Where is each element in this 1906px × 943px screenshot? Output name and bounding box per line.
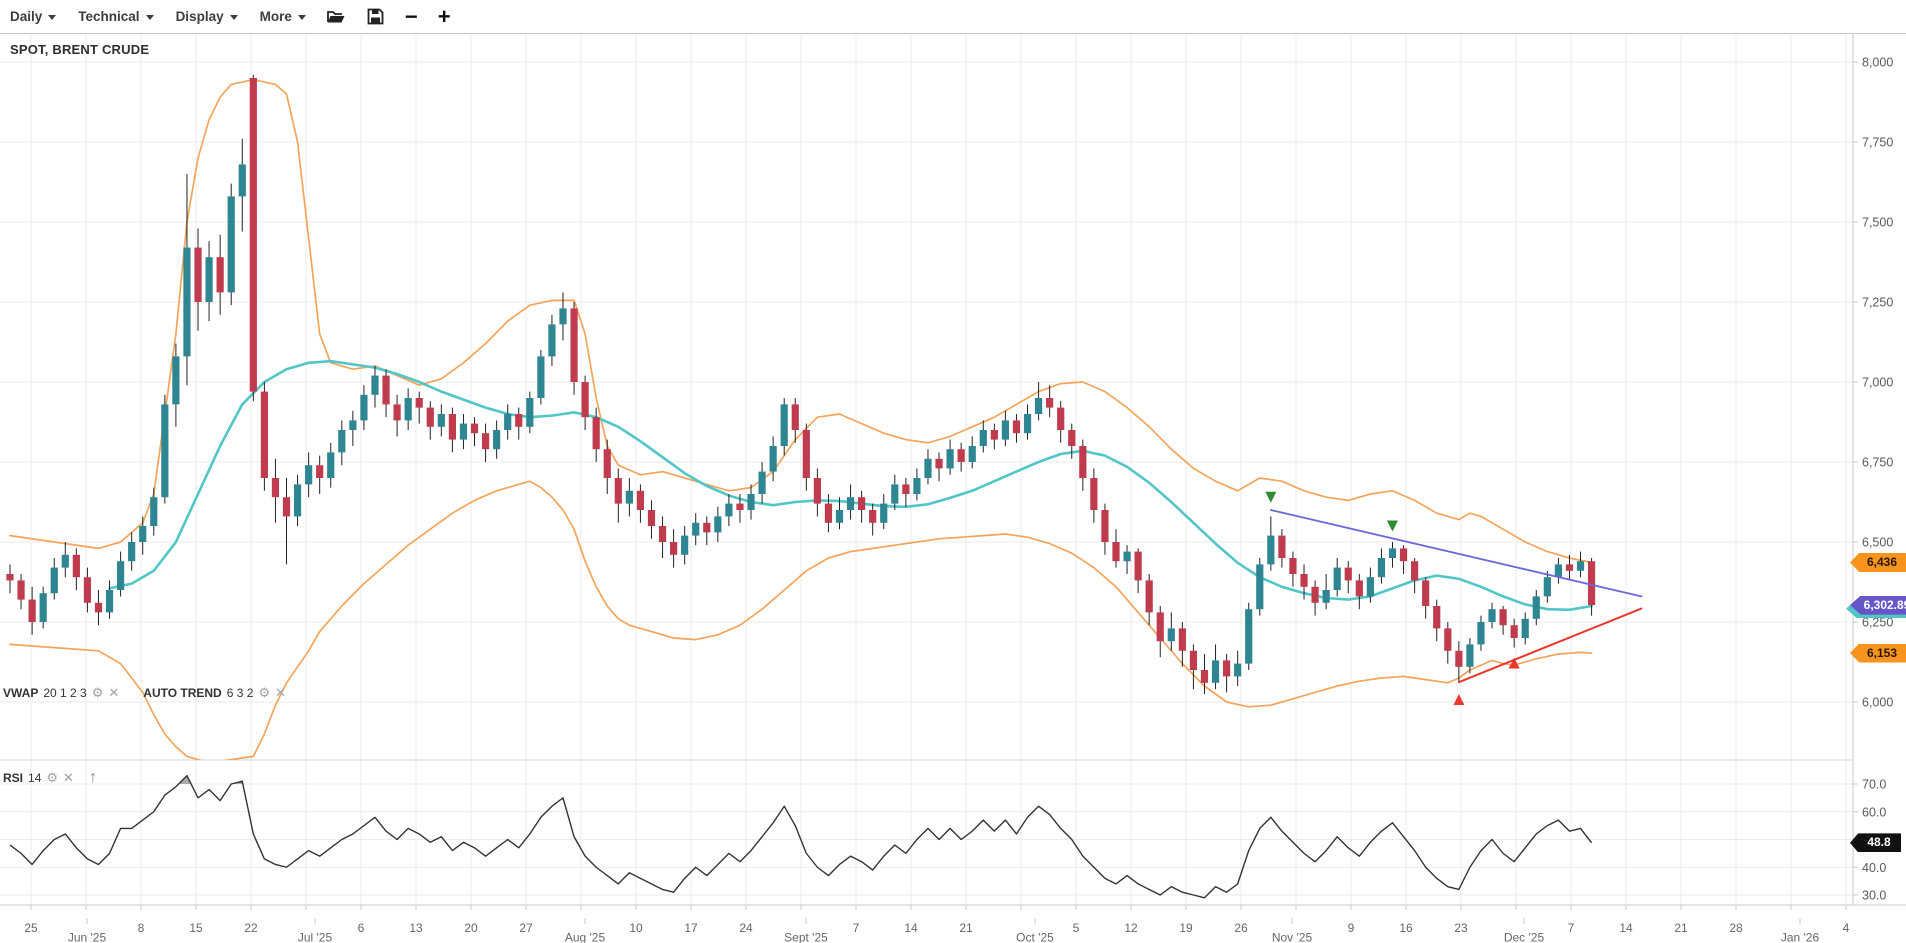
- svg-text:30.0: 30.0: [1862, 889, 1886, 903]
- svg-text:13: 13: [409, 921, 423, 935]
- more-menu[interactable]: More: [260, 9, 306, 24]
- symbol-title: SPOT, BRENT CRUDE: [10, 42, 150, 57]
- svg-text:21: 21: [959, 921, 973, 935]
- svg-text:6,750: 6,750: [1862, 456, 1893, 470]
- rsi-settings-gear-icon[interactable]: ⚙: [46, 770, 59, 785]
- chevron-down-icon: [297, 15, 306, 20]
- open-folder-icon[interactable]: [326, 8, 346, 26]
- display-menu-label: Display: [175, 9, 224, 24]
- svg-text:7: 7: [1568, 921, 1575, 935]
- technical-menu-label: Technical: [78, 9, 140, 24]
- svg-text:7,500: 7,500: [1862, 216, 1893, 230]
- svg-text:Jan '26: Jan '26: [1781, 931, 1820, 943]
- svg-text:27: 27: [519, 921, 533, 935]
- svg-text:21: 21: [1674, 921, 1688, 935]
- chevron-down-icon: [48, 15, 57, 20]
- svg-text:6,000: 6,000: [1862, 696, 1893, 710]
- svg-text:4: 4: [1843, 921, 1850, 935]
- svg-text:10: 10: [629, 921, 643, 935]
- svg-text:26: 26: [1234, 921, 1248, 935]
- autotrend-indicator-params: 6 3 2: [226, 686, 254, 700]
- upper-band-price-badge: 6,436: [1850, 552, 1906, 572]
- svg-text:60.0: 60.0: [1862, 805, 1886, 819]
- rsi-remove-icon[interactable]: ✕: [63, 770, 74, 785]
- rsi-value-badge: 48.8: [1850, 833, 1901, 853]
- chevron-down-icon: [229, 15, 238, 20]
- svg-text:20: 20: [464, 921, 478, 935]
- svg-text:28: 28: [1729, 921, 1743, 935]
- svg-text:14: 14: [1619, 921, 1633, 935]
- svg-text:16: 16: [1399, 921, 1413, 935]
- svg-text:8: 8: [138, 921, 145, 935]
- svg-text:Jul '25: Jul '25: [298, 931, 333, 943]
- save-icon[interactable]: [366, 7, 385, 26]
- svg-text:Sept '25: Sept '25: [784, 931, 828, 943]
- svg-text:70.0: 70.0: [1862, 778, 1886, 792]
- rsi-indicator-params: 14: [28, 771, 42, 785]
- zoom-out-icon[interactable]: −: [404, 3, 418, 29]
- svg-text:7,000: 7,000: [1862, 376, 1893, 390]
- svg-text:Aug '25: Aug '25: [565, 931, 606, 943]
- rsi-indicator-label: RSI: [3, 771, 24, 785]
- last-price-badge: 6,302.89: [1850, 595, 1906, 615]
- svg-text:14: 14: [904, 921, 918, 935]
- svg-text:9: 9: [1348, 921, 1355, 935]
- svg-text:8,000: 8,000: [1862, 56, 1893, 70]
- svg-text:Oct '25: Oct '25: [1016, 931, 1054, 943]
- vwap-indicator-label: VWAP: [3, 686, 39, 700]
- svg-text:7,250: 7,250: [1862, 296, 1893, 310]
- lower-band-price-badge: 6,153: [1850, 643, 1906, 663]
- autotrend-settings-gear-icon[interactable]: ⚙: [258, 685, 271, 700]
- autotrend-indicator-label: AUTO TREND: [143, 686, 222, 700]
- zoom-in-icon[interactable]: +: [437, 3, 451, 29]
- technical-menu[interactable]: Technical: [78, 9, 154, 24]
- svg-text:23: 23: [1454, 921, 1468, 935]
- vwap-indicator-row: VWAP 20 1 2 3 ⚙ ✕ AUTO TREND 6 3 2 ⚙ ✕: [3, 685, 286, 701]
- svg-text:22: 22: [244, 921, 258, 935]
- display-menu[interactable]: Display: [176, 9, 238, 24]
- svg-text:19: 19: [1179, 921, 1193, 935]
- svg-text:24: 24: [739, 921, 753, 935]
- svg-text:25: 25: [24, 921, 38, 935]
- svg-text:5: 5: [1073, 921, 1080, 935]
- more-menu-label: More: [259, 9, 292, 24]
- svg-text:7: 7: [853, 921, 860, 935]
- autotrend-remove-icon[interactable]: ✕: [275, 685, 286, 700]
- svg-text:40.0: 40.0: [1862, 861, 1886, 875]
- vwap-indicator-params: 20 1 2 3: [43, 686, 87, 700]
- svg-text:6,500: 6,500: [1862, 536, 1893, 550]
- toolbar: Daily Technical Display More: [0, 0, 1906, 34]
- svg-text:Dec '25: Dec '25: [1504, 931, 1545, 943]
- chevron-down-icon: [145, 15, 154, 20]
- rsi-move-up-icon[interactable]: ↑: [88, 769, 97, 786]
- svg-text:6: 6: [358, 921, 365, 935]
- svg-text:7,750: 7,750: [1862, 136, 1893, 150]
- vwap-remove-icon[interactable]: ✕: [108, 685, 120, 700]
- interval-menu-label: Daily: [10, 9, 43, 24]
- interval-menu[interactable]: Daily: [10, 9, 57, 24]
- svg-text:Jun '25: Jun '25: [68, 931, 107, 943]
- svg-text:6,250: 6,250: [1862, 616, 1893, 630]
- vwap-settings-gear-icon[interactable]: ⚙: [91, 685, 104, 700]
- svg-text:17: 17: [684, 921, 698, 935]
- svg-text:Nov '25: Nov '25: [1272, 931, 1313, 943]
- svg-text:12: 12: [1124, 921, 1138, 935]
- rsi-indicator-row: RSI 14 ⚙ ✕ ↑: [3, 769, 97, 787]
- svg-text:15: 15: [189, 921, 203, 935]
